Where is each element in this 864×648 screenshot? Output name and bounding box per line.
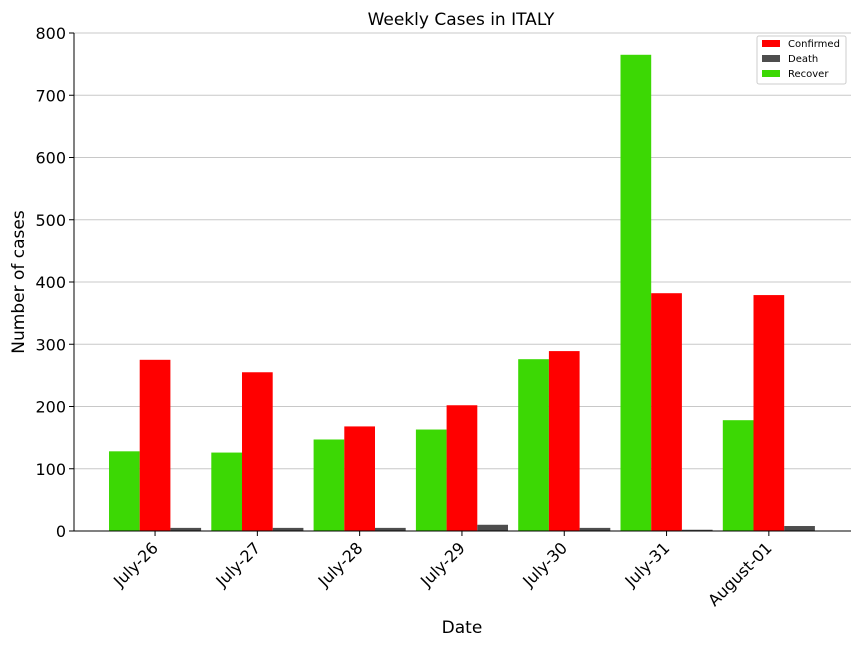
y-tick-label: 400 — [35, 273, 66, 292]
legend-label-confirmed: Confirmed — [788, 39, 840, 50]
y-tick-label: 700 — [35, 86, 66, 105]
y-tick-label: 500 — [35, 211, 66, 230]
bar-confirmed-july-26 — [139, 359, 171, 531]
bar-recover-july-31 — [620, 54, 652, 531]
bar-death-july-29 — [477, 524, 508, 531]
x-tick-label: July-26 — [109, 538, 162, 591]
legend-label-death: Death — [788, 54, 818, 65]
legend-swatch-confirmed — [762, 40, 780, 47]
y-tick-label: 800 — [35, 24, 66, 43]
x-tick-label: July-28 — [314, 538, 367, 591]
bar-confirmed-august-01 — [753, 295, 785, 531]
chart-title: Weekly Cases in ITALY — [368, 10, 555, 30]
bar-confirmed-july-29 — [446, 405, 478, 531]
bar-recover-july-26 — [109, 451, 140, 531]
y-axis-label: Number of cases — [9, 210, 29, 354]
bar-recover-july-27 — [211, 452, 242, 531]
bar-death-july-28 — [375, 527, 406, 531]
legend-label-recover: Recover — [788, 69, 829, 80]
bar-confirmed-july-28 — [344, 426, 375, 531]
x-tick-label: July-29 — [416, 538, 469, 591]
y-ticks: 0 100 200 300 400 500 600 700 800 — [35, 24, 74, 541]
grid-lines — [74, 32, 851, 470]
y-tick-label: 100 — [35, 460, 66, 479]
bar-confirmed-july-31 — [651, 293, 682, 531]
x-tick-label: July-30 — [518, 538, 571, 591]
x-ticks: July-26 July-27 July-28 July-29 July-30 July-… — [109, 531, 776, 610]
y-tick-label: 0 — [56, 522, 66, 541]
y-tick-label: 300 — [35, 335, 66, 354]
legend-swatch-recover — [762, 70, 780, 77]
bar-recover-july-29 — [415, 429, 447, 531]
y-tick-label: 600 — [35, 149, 66, 168]
bar-recover-july-28 — [313, 439, 345, 531]
bar-confirmed-july-30 — [548, 351, 580, 531]
x-axis-label: Date — [442, 618, 483, 638]
y-tick-label: 200 — [35, 398, 66, 417]
bar-recover-august-01 — [722, 420, 754, 531]
x-tick-label: August-01 — [704, 538, 776, 610]
legend-swatch-death — [762, 55, 780, 62]
bar-death-july-30 — [579, 527, 611, 531]
bar-confirmed-july-27 — [242, 372, 273, 531]
bar-death-july-26 — [170, 527, 202, 531]
bar-death-july-27 — [272, 527, 304, 531]
bar-death-august-01 — [784, 526, 815, 531]
bars-group — [109, 54, 815, 531]
x-tick-label: July-27 — [211, 538, 264, 591]
bar-recover-july-30 — [518, 359, 549, 531]
legend: Confirmed Death Recover — [756, 35, 847, 85]
bar-death-july-31 — [681, 529, 713, 531]
x-tick-label: July-31 — [621, 538, 674, 591]
